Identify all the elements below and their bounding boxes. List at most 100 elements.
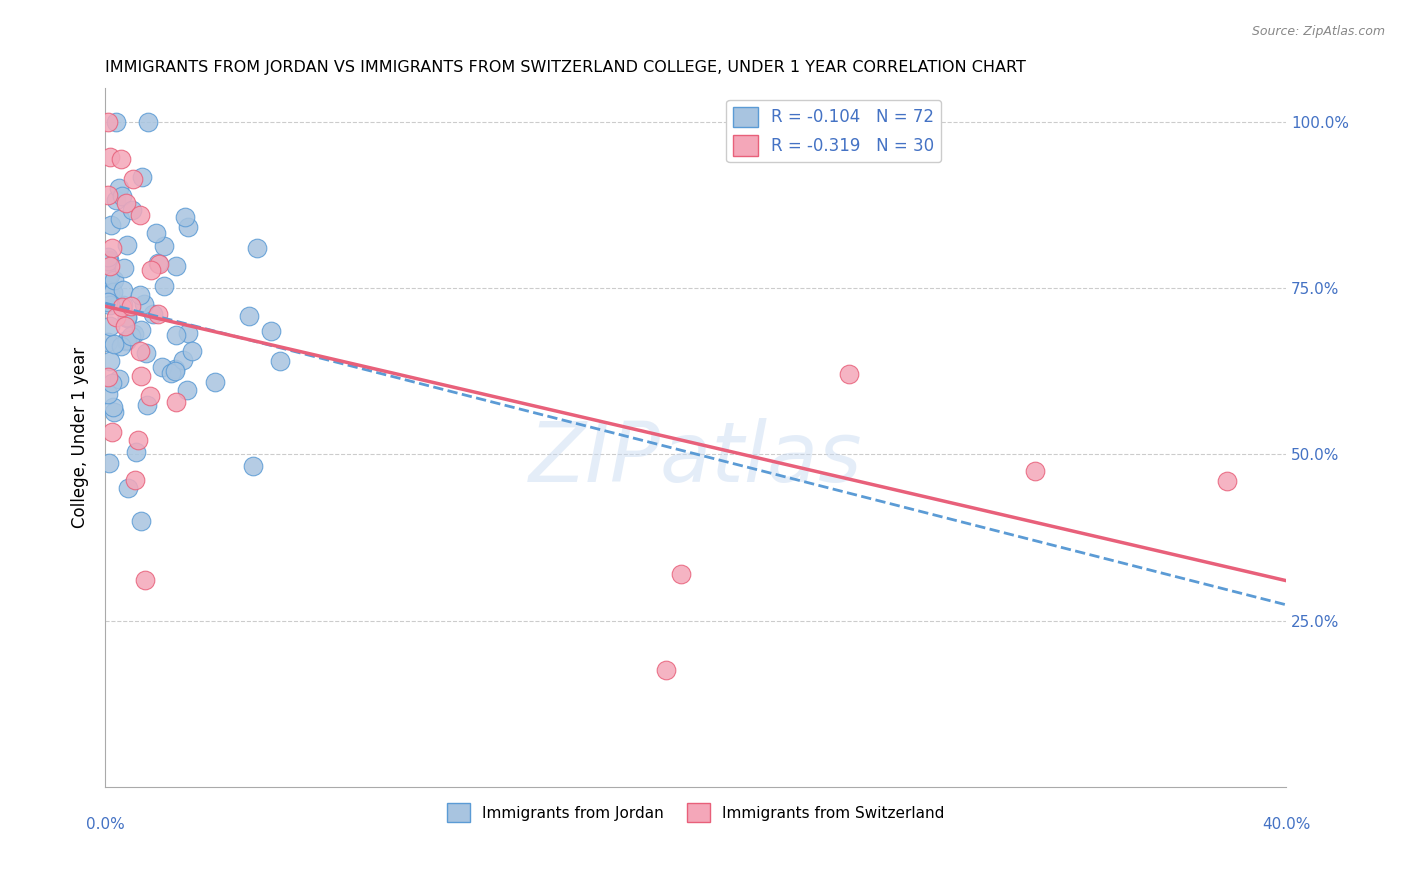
Point [148,256,170,270]
Point [105,310,128,324]
Point [98,253,121,268]
Point [98,150,121,164]
Point [97,250,120,264]
Point [153,278,176,293]
Point [135,345,157,359]
Point [172,353,194,368]
Point [103,405,125,419]
Point [97,268,120,283]
Point [131,323,153,337]
Point [131,169,153,184]
Point [129,343,152,358]
Point [98,354,121,368]
Point [669,566,692,581]
Point [115,334,138,348]
Point [120,329,142,343]
Point [127,433,149,447]
Point [177,219,200,234]
Point [124,473,146,487]
Point [152,239,174,253]
Point [117,481,139,495]
Point [269,354,291,368]
Point [121,203,143,218]
Text: Source: ZipAtlas.com: Source: ZipAtlas.com [1251,25,1385,38]
Point [100,219,122,233]
Point [115,310,138,324]
Point [111,300,134,314]
Point [97,369,120,384]
Point [136,398,159,412]
Text: ZIPatlas: ZIPatlas [529,418,862,499]
Point [129,288,152,302]
Point [142,306,165,320]
Point [115,237,138,252]
Point [98,287,121,301]
Point [145,227,167,241]
Point [260,324,283,338]
Point [97,335,120,350]
Point [238,309,260,323]
Point [103,273,125,287]
Point [97,294,120,309]
Point [111,298,134,312]
Point [111,283,134,297]
Point [125,445,148,459]
Y-axis label: College, Under 1 year: College, Under 1 year [72,347,89,528]
Point [115,311,138,326]
Point [129,208,152,222]
Point [165,327,187,342]
Point [98,268,121,283]
Text: 40.0%: 40.0% [1261,817,1310,832]
Point [108,371,131,385]
Point [104,114,127,128]
Legend: Immigrants from Jordan, Immigrants from Switzerland: Immigrants from Jordan, Immigrants from … [441,797,950,828]
Text: 0.0%: 0.0% [86,817,125,832]
Point [242,459,264,474]
Point [103,401,125,415]
Point [163,364,186,378]
Point [98,319,121,334]
Point [120,299,142,313]
Point [100,298,122,312]
Point [103,336,125,351]
Point [141,262,163,277]
Point [176,384,198,398]
Point [655,664,678,678]
Point [110,153,132,167]
Point [124,326,146,341]
Point [107,181,129,195]
Point [838,368,860,382]
Point [101,376,124,391]
Point [97,456,120,470]
Point [129,514,152,528]
Point [150,359,173,374]
Point [181,344,204,359]
Point [101,425,124,439]
Point [146,307,169,321]
Point [165,361,187,376]
Point [160,367,183,381]
Point [139,389,162,403]
Point [97,284,120,298]
Point [105,194,128,208]
Point [176,326,198,340]
Point [148,257,170,271]
Point [173,211,195,225]
Point [97,114,120,128]
Point [165,260,187,274]
Point [103,285,125,299]
Point [117,334,139,348]
Point [136,114,159,128]
Point [134,297,156,311]
Point [97,253,120,268]
Point [1216,474,1239,488]
Point [112,261,135,276]
Point [97,188,120,202]
Point [100,241,122,255]
Point [108,212,131,227]
Point [97,387,120,401]
Point [114,318,136,333]
Point [122,172,145,186]
Text: IMMIGRANTS FROM JORDAN VS IMMIGRANTS FROM SWITZERLAND COLLEGE, UNDER 1 YEAR CORR: IMMIGRANTS FROM JORDAN VS IMMIGRANTS FRO… [105,60,1026,75]
Point [246,241,269,255]
